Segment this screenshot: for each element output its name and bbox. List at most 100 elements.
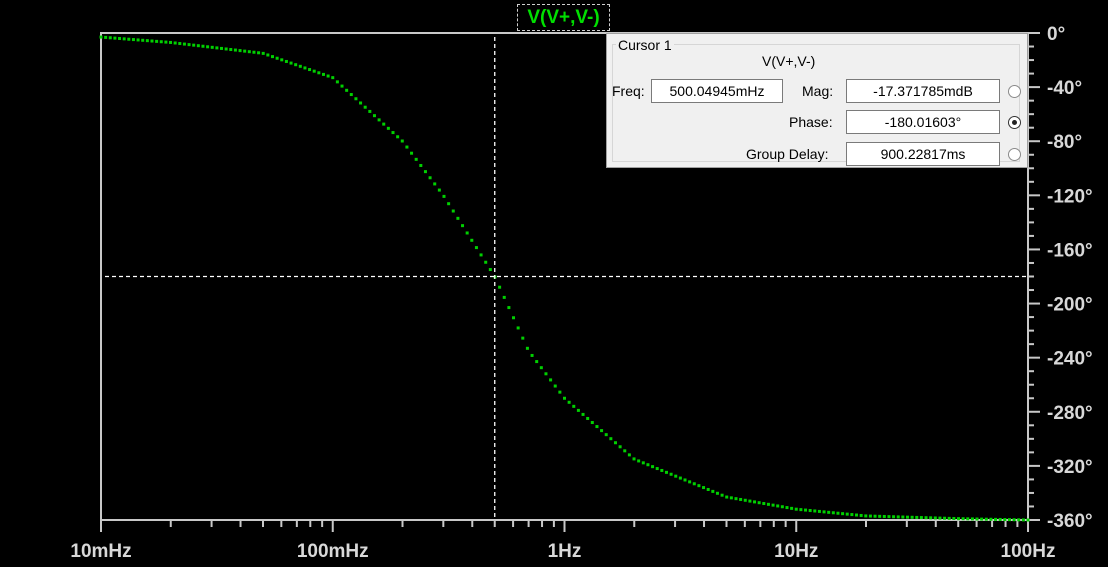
trace-point (257, 51, 261, 55)
trace-point (104, 35, 108, 39)
trace-point (600, 429, 604, 433)
trace-point (637, 459, 641, 463)
trace-point (901, 515, 905, 519)
trace-point (669, 472, 673, 476)
trace-point (99, 35, 103, 39)
trace-point (122, 37, 126, 41)
trace-point (502, 295, 506, 299)
phase-label: Phase: (789, 114, 833, 130)
trace-point (331, 76, 335, 80)
trace-point (572, 404, 576, 408)
trace-point (989, 517, 993, 521)
trace-point (887, 515, 891, 519)
trace-point (762, 502, 766, 506)
phase-radio[interactable] (1008, 116, 1021, 129)
trace-point (975, 517, 979, 521)
trace-point (317, 71, 321, 75)
trace-point (145, 39, 149, 43)
cursor-trace-name: V(V+,V-) (762, 53, 816, 69)
trace-point (859, 513, 863, 517)
cursor-crosshair[interactable] (105, 37, 1026, 518)
trace-point (822, 510, 826, 514)
trace-point (354, 97, 358, 101)
y-tick-label: -280° (1047, 403, 1093, 424)
trace-point (558, 390, 562, 394)
trace-point (780, 505, 784, 509)
trace-point (312, 69, 316, 73)
mag-field[interactable]: -17.371785mdB (846, 79, 1000, 103)
trace-point (938, 516, 942, 520)
group-delay-field[interactable]: 900.22817ms (846, 142, 1000, 166)
trace-point (461, 224, 465, 228)
trace-point (794, 507, 798, 511)
freq-field[interactable]: 500.04945mHz (651, 79, 783, 103)
trace-point (688, 480, 692, 484)
trace-point (785, 506, 789, 510)
trace-point (544, 372, 548, 376)
trace-point (335, 80, 339, 84)
trace-point (275, 56, 279, 60)
trace-point (868, 514, 872, 518)
trace-point (525, 346, 529, 350)
trace-point (159, 40, 163, 44)
trace-point (270, 55, 274, 59)
phase-field[interactable]: -180.01603° (846, 110, 1000, 134)
mag-radio[interactable] (1008, 85, 1021, 98)
trace-point (233, 48, 237, 52)
trace-point (284, 59, 288, 63)
trace-point (414, 157, 418, 161)
trace-point (998, 517, 1002, 521)
trace-point (308, 68, 312, 72)
trace-point (474, 246, 478, 250)
trace-point (535, 360, 539, 364)
trace-point (892, 515, 896, 519)
trace-point (437, 188, 441, 192)
y-tick-label: -120° (1047, 186, 1093, 207)
trace-point (919, 516, 923, 520)
trace-point (368, 109, 372, 113)
trace-point (326, 74, 330, 78)
trace-title-label[interactable]: V(V+,V-) (517, 4, 610, 31)
trace-point (1021, 518, 1025, 522)
phase-trace (99, 35, 1030, 522)
trace-point (878, 514, 882, 518)
cursor-group-title: Cursor 1 (616, 37, 674, 53)
trace-point (952, 517, 956, 521)
trace-point (1012, 518, 1016, 522)
trace-point (664, 470, 668, 474)
trace-point (623, 449, 627, 453)
trace-point (943, 516, 947, 520)
group-delay-radio[interactable] (1008, 148, 1021, 161)
trace-point (933, 516, 937, 520)
trace-point (456, 216, 460, 220)
trace-point (215, 46, 219, 50)
trace-point (428, 176, 432, 180)
trace-point (243, 49, 247, 53)
trace-point (169, 40, 173, 44)
y-tick-label: -320° (1047, 457, 1093, 478)
trace-point (405, 145, 409, 149)
trace-point (1026, 518, 1030, 522)
trace-point (377, 118, 381, 122)
x-tick-label: 10mHz (70, 541, 131, 562)
trace-point (372, 114, 376, 118)
trace-point (400, 139, 404, 143)
trace-point (753, 500, 757, 504)
trace-point (321, 72, 325, 76)
trace-point (586, 416, 590, 420)
trace-point (609, 437, 613, 441)
trace-point (488, 268, 492, 272)
trace-point (206, 45, 210, 49)
trace-point (929, 516, 933, 520)
cursor-readout-panel: Cursor 1 V(V+,V-) Freq: 500.04945mHz Mag… (606, 33, 1028, 168)
trace-point (641, 461, 645, 465)
freq-label: Freq: (612, 83, 645, 99)
trace-point (970, 517, 974, 521)
trace-point (720, 493, 724, 497)
trace-point (238, 49, 242, 53)
trace-point (697, 484, 701, 488)
x-tick-label: 10Hz (774, 541, 818, 562)
trace-point (771, 503, 775, 507)
trace-point (479, 253, 483, 257)
trace-point (423, 170, 427, 174)
